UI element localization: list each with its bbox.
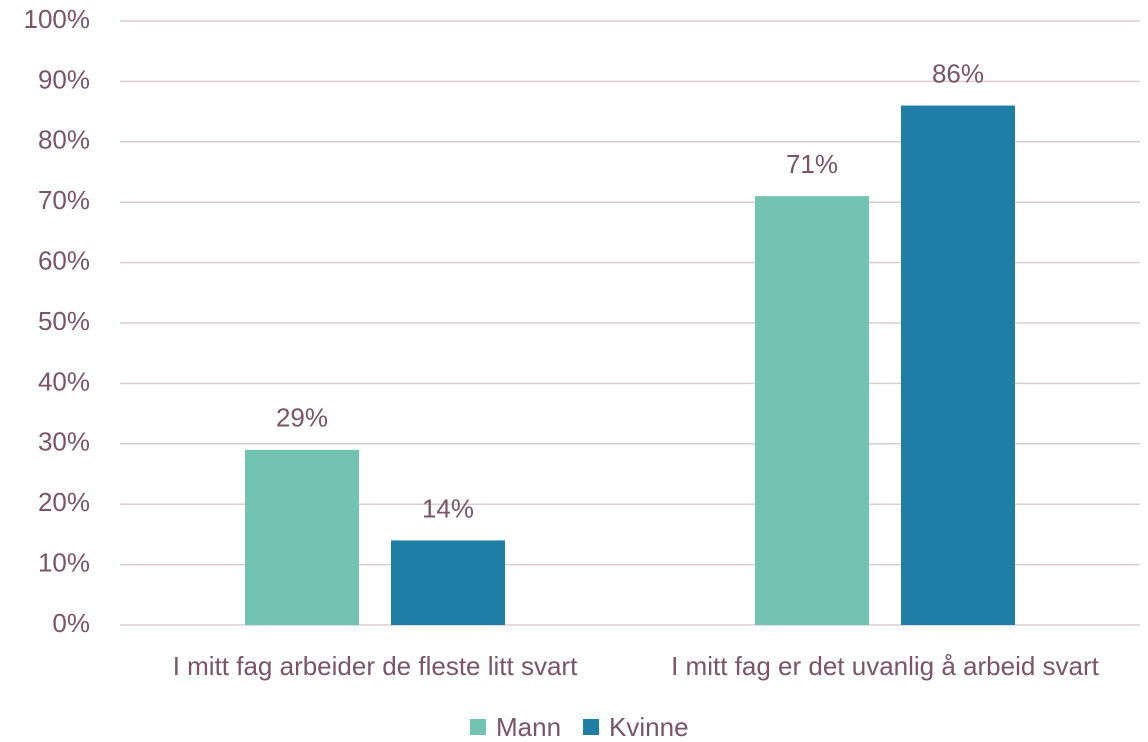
y-tick-label: 100% xyxy=(24,4,91,34)
bar xyxy=(391,540,505,625)
data-label: 86% xyxy=(932,58,984,88)
y-tick-label: 90% xyxy=(38,64,90,94)
legend-swatch xyxy=(470,719,486,735)
legend-label: Mann xyxy=(496,712,561,742)
y-tick-label: 80% xyxy=(38,125,90,155)
y-tick-label: 40% xyxy=(38,366,90,396)
x-tick-label: I mitt fag er det uvanlig å arbeid svart xyxy=(671,651,1100,681)
bar xyxy=(245,449,359,625)
data-label: 71% xyxy=(786,149,838,179)
y-tick-label: 70% xyxy=(38,185,90,215)
x-tick-label: I mitt fag arbeider de fleste litt svart xyxy=(173,651,578,681)
legend-label: Kvinne xyxy=(609,712,689,742)
y-tick-label: 50% xyxy=(38,306,90,336)
bar xyxy=(901,105,1015,625)
data-label: 29% xyxy=(276,403,328,433)
y-tick-label: 30% xyxy=(38,427,90,457)
legend-swatch xyxy=(583,719,600,735)
bar xyxy=(755,196,869,625)
data-label: 14% xyxy=(422,493,474,523)
y-tick-label: 20% xyxy=(38,487,90,517)
y-tick-label: 60% xyxy=(38,245,90,275)
y-tick-label: 0% xyxy=(52,608,90,638)
y-tick-label: 10% xyxy=(38,547,90,577)
